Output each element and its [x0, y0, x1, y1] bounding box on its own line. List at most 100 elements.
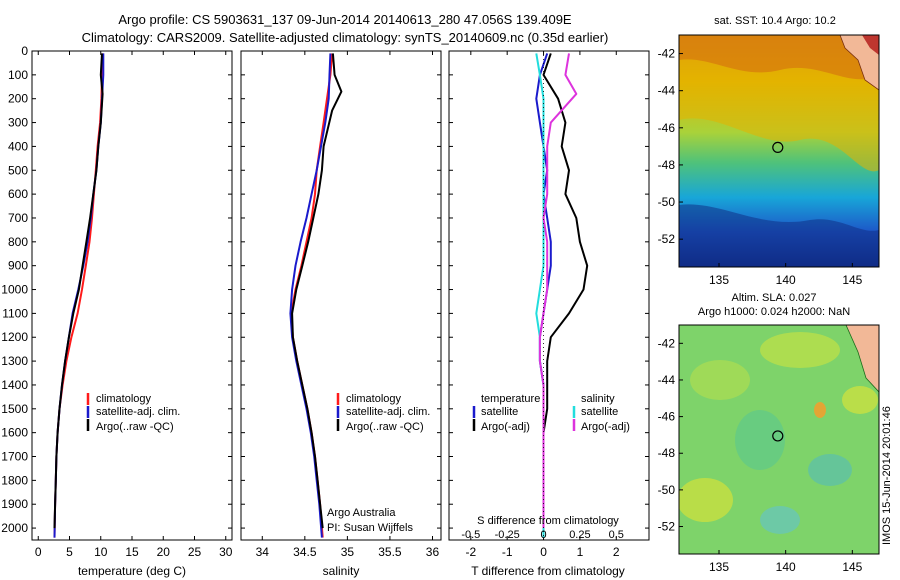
- temperature-plot: 0 5 10 15 20 25 30: [32, 50, 233, 559]
- depth-tick-label: 200: [8, 92, 28, 106]
- timestamp-stamp: IMOS 15-Jun-2014 20:01:46: [881, 406, 893, 545]
- x-tick-label: 35: [341, 545, 355, 559]
- s-difference-axis-label: S difference from climatology: [477, 515, 619, 527]
- figure-title-line2: Climatology: CARS2009. Satellite-adjuste…: [82, 30, 609, 45]
- depth-tick-label: 1400: [1, 378, 28, 392]
- x-tick-label: 1: [577, 545, 584, 559]
- map-y-tick-label: -52: [658, 520, 676, 534]
- sst-argo-location-marker: [772, 141, 784, 153]
- x-tick-label: 36: [426, 545, 440, 559]
- sla-map-title-line2: Argo h1000: 0.024 h2000: NaN: [698, 306, 850, 318]
- legend-satellite: satellite-adj. clim.: [346, 406, 430, 418]
- map-y-tick-label: -42: [658, 336, 676, 350]
- difference-panel: [448, 50, 650, 541]
- credit-org: Argo Australia: [327, 507, 396, 519]
- legend-climatology: climatology: [346, 393, 402, 405]
- difference-plot: -2 -1 0 1 2 -0.5 -0.25 0 0.25 0.5: [449, 50, 649, 559]
- depth-tick-label: 1000: [1, 283, 28, 297]
- sst-map-axes: 135 140 145 -42 -44 -46 -48 -50 -52: [658, 47, 863, 287]
- map-y-tick-label: -50: [658, 483, 676, 497]
- temperature-axis-label: temperature (deg C): [78, 564, 186, 578]
- difference-legend-temperature: temperature satellite Argo(-adj): [472, 393, 540, 433]
- x-tick-label: 30: [219, 545, 233, 559]
- legend-s-satellite: satellite: [581, 406, 618, 418]
- legend-satellite: satellite-adj. clim.: [96, 406, 180, 418]
- depth-tick-label: 1800: [1, 473, 28, 487]
- credit-pi: PI: Susan Wijffels: [327, 522, 413, 534]
- map-y-tick-label: -44: [658, 373, 676, 387]
- figure-title-line1: Argo profile: CS 5903631_137 09-Jun-2014…: [118, 12, 572, 27]
- x-tick-label: 20: [157, 545, 171, 559]
- legend-t-satellite: satellite: [481, 406, 518, 418]
- sla-map-axes: 135 140 145 -42 -44 -46 -48 -50 -52: [658, 336, 863, 574]
- salinity-panel: [240, 50, 442, 541]
- map-x-tick-label: 135: [709, 560, 729, 574]
- sla-map-title-line1: Altim. SLA: 0.027: [732, 292, 817, 304]
- x-tick-label: 34: [256, 545, 270, 559]
- depth-tick-label: 300: [8, 116, 28, 130]
- x-tick-label: 0: [35, 545, 42, 559]
- sla-map-image: [679, 325, 879, 554]
- legend-title-salinity: salinity: [581, 393, 615, 405]
- depth-tick-label: 400: [8, 139, 28, 153]
- depth-tick-label: 1600: [1, 426, 28, 440]
- depth-tick-label: 600: [8, 187, 28, 201]
- sst-map-image: [679, 35, 879, 267]
- map-y-tick-label: -50: [658, 195, 676, 209]
- s-tick-label: 0: [540, 529, 546, 541]
- depth-tick-label: 1900: [1, 497, 28, 511]
- x-tick-label: 25: [188, 545, 202, 559]
- map-y-tick-label: -52: [658, 232, 676, 246]
- salinity-axis-label: salinity: [323, 564, 360, 578]
- legend-t-argo: Argo(-adj): [481, 421, 530, 433]
- depth-tick-label: 800: [8, 235, 28, 249]
- sst-map-frame: [678, 34, 880, 268]
- depth-tick-label: 1300: [1, 354, 28, 368]
- depth-tick-label: 100: [8, 68, 28, 82]
- map-x-tick-label: 135: [709, 273, 729, 287]
- map-y-tick-label: -48: [658, 446, 676, 460]
- x-tick-label: 10: [94, 545, 108, 559]
- x-tick-label: 0: [540, 545, 547, 559]
- temperature-legend: climatology satellite-adj. clim. Argo(..…: [86, 393, 180, 433]
- map-x-tick-label: 140: [776, 560, 796, 574]
- map-y-tick-label: -46: [658, 121, 676, 135]
- difference-legend-salinity: salinity satellite Argo(-adj): [572, 393, 630, 433]
- legend-title-temperature: temperature: [481, 393, 540, 405]
- legend-s-argo: Argo(-adj): [581, 421, 630, 433]
- t-difference-axis-label: T difference from climatology: [471, 564, 625, 578]
- series-line: [291, 53, 343, 529]
- depth-tick-label: 1500: [1, 402, 28, 416]
- legend-argo: Argo(..raw -QC): [346, 421, 424, 433]
- map-x-tick-label: 140: [776, 273, 796, 287]
- map-y-tick-label: -42: [658, 47, 676, 61]
- map-y-tick-label: -46: [658, 410, 676, 424]
- x-tick-label: -1: [502, 545, 513, 559]
- depth-tick-label: 1700: [1, 450, 28, 464]
- legend-argo: Argo(..raw -QC): [96, 421, 174, 433]
- map-x-tick-label: 145: [842, 560, 862, 574]
- x-tick-label: 2: [613, 545, 620, 559]
- depth-tick-label: 1200: [1, 330, 28, 344]
- sla-argo-location-marker: [772, 430, 784, 442]
- s-tick-label: -0.25: [495, 529, 520, 541]
- s-tick-label: 0.5: [609, 529, 624, 541]
- depth-tick-label: 0: [21, 44, 28, 58]
- series-line: [538, 53, 578, 529]
- depth-tick-label: 700: [8, 211, 28, 225]
- legend-climatology: climatology: [96, 393, 152, 405]
- x-tick-label: 5: [66, 545, 73, 559]
- sla-map-frame: [678, 324, 880, 555]
- depth-tick-label: 900: [8, 259, 28, 273]
- sst-map-title: sat. SST: 10.4 Argo: 10.2: [714, 15, 836, 27]
- depth-tick-label: 1100: [2, 306, 28, 320]
- depth-tick-label: 2000: [1, 521, 28, 535]
- salinity-legend: climatology satellite-adj. clim. Argo(..…: [336, 393, 430, 433]
- temperature-panel: [31, 50, 233, 541]
- depth-axis: 0 100 200 300 400 500 600 700 800 900 1000 1100 1200…: [1, 44, 28, 535]
- x-tick-label: 35.5: [378, 545, 402, 559]
- x-tick-label: 34.5: [293, 545, 317, 559]
- map-y-tick-label: -48: [658, 158, 676, 172]
- map-y-tick-label: -44: [658, 84, 676, 98]
